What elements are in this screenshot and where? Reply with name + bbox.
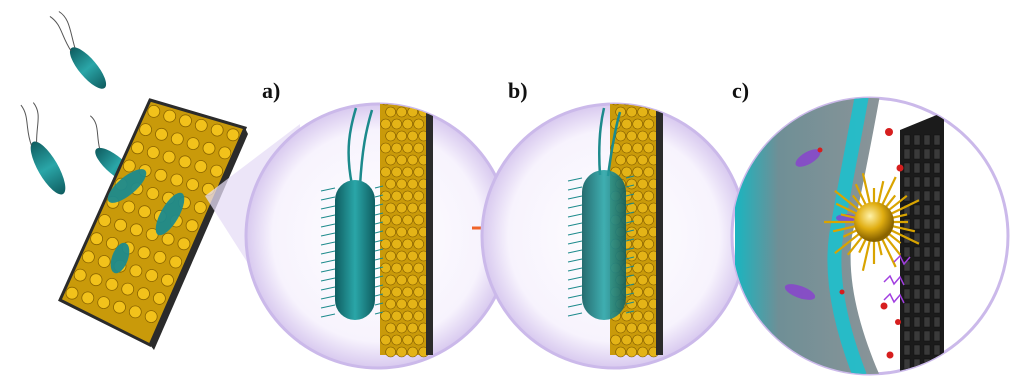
substrate-edge	[426, 104, 433, 355]
substrate-edge	[656, 104, 663, 355]
reactive-oxygen-species	[817, 128, 904, 359]
adhered-bacterium	[107, 169, 147, 203]
nanospike-array	[65, 105, 240, 324]
bacterium-approaching	[320, 107, 384, 320]
panel-label-c: c)	[732, 78, 750, 103]
pili	[320, 185, 384, 318]
panel-a-lens	[244, 102, 512, 370]
lipid-fibers	[883, 254, 911, 304]
panel-label-b: b)	[508, 78, 528, 103]
free-bacteria-group	[20, 11, 137, 195]
black-nanostructured-substrate	[900, 112, 944, 374]
panel-c-lens	[730, 96, 1010, 376]
bacterium	[49, 11, 107, 89]
panel-b-lens	[480, 102, 748, 370]
adhered-bacterium	[110, 242, 130, 274]
nanopillar-grid	[903, 134, 941, 374]
bacterium	[20, 102, 66, 195]
nanospike-substrate	[58, 98, 248, 350]
panel-label-a: a)	[262, 78, 281, 103]
pili	[567, 175, 635, 317]
bacterium-adhered	[567, 107, 635, 320]
nanospike-particle	[824, 173, 920, 271]
adhered-bacterium	[155, 192, 185, 236]
